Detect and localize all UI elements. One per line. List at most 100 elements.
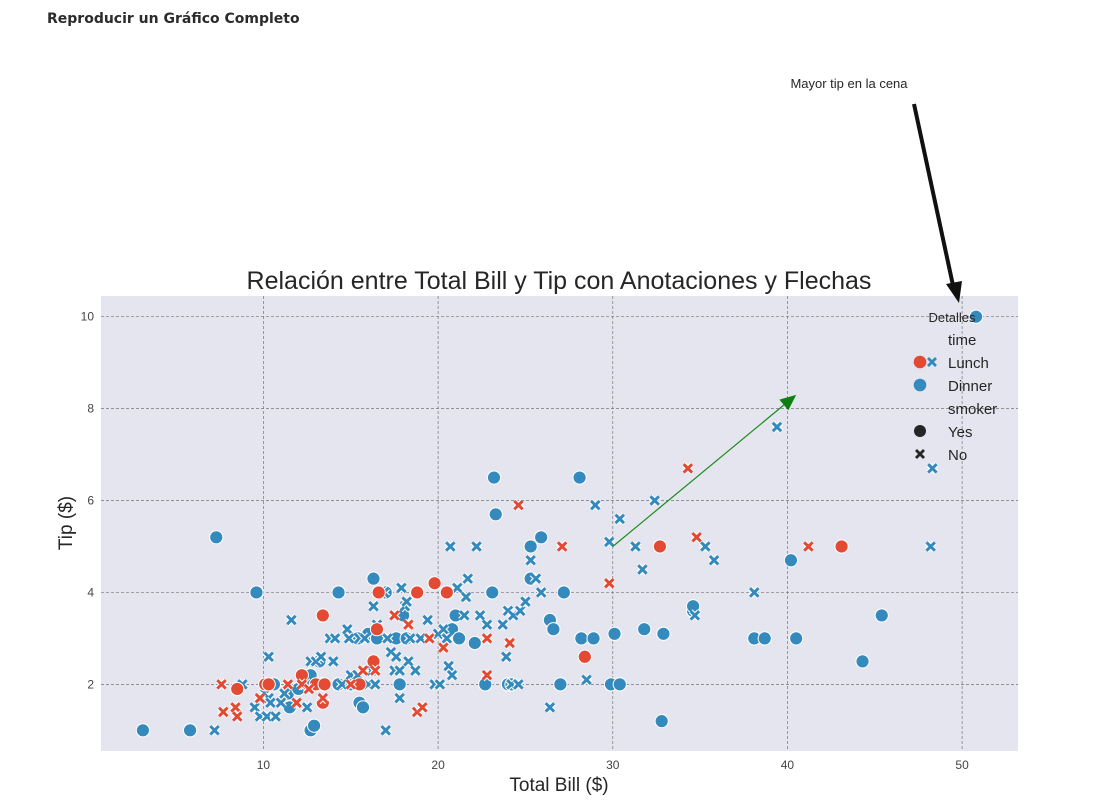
data-point-dinner-nonsmoker xyxy=(285,613,298,627)
marker-cross xyxy=(649,495,660,506)
marker-cross xyxy=(410,665,421,676)
data-point-dinner-smoker xyxy=(485,585,500,600)
marker-cross xyxy=(291,697,302,709)
data-point-dinner-nonsmoker xyxy=(336,678,349,691)
data-point-dinner-nonsmoker xyxy=(500,650,513,663)
data-point-dinner-nonsmoker xyxy=(926,462,939,475)
marker-cross xyxy=(691,532,702,543)
marker-cross xyxy=(279,688,290,699)
data-point-dinner-smoker xyxy=(574,631,589,646)
black-arrow-line xyxy=(912,103,956,291)
legend-dinner-label: Dinner xyxy=(948,378,992,395)
legend-dinner-dot xyxy=(913,378,927,392)
data-point-dinner-smoker xyxy=(331,585,346,600)
data-point-dinner-nonsmoker xyxy=(461,572,474,585)
data-point-dinner-nonsmoker xyxy=(409,664,422,677)
marker-cross xyxy=(389,610,400,621)
data-point-dinner-nonsmoker xyxy=(329,632,342,645)
data-point-lunch-smoker xyxy=(439,585,454,600)
data-point-dinner-nonsmoker xyxy=(442,659,455,673)
y-axis-label: Tip ($) xyxy=(56,496,77,550)
data-point-dinner-smoker xyxy=(612,677,627,692)
data-point-dinner-nonsmoker xyxy=(390,650,403,663)
legend-yes-dot xyxy=(914,425,926,437)
marker-cross xyxy=(315,651,327,663)
data-point-dinner-smoker xyxy=(607,626,622,641)
marker-cross xyxy=(380,725,391,736)
x-axis-ticks: 10 20 30 40 50 xyxy=(257,758,969,772)
marker-cross xyxy=(604,536,615,548)
data-point-lunch-nonsmoker xyxy=(290,696,303,709)
data-point-dinner-nonsmoker xyxy=(274,696,287,709)
legend-hue-title: time xyxy=(948,332,976,349)
x-tick-label: 30 xyxy=(606,758,620,772)
data-point-dinner-nonsmoker xyxy=(260,710,273,723)
marker-cross xyxy=(481,633,493,644)
marker-cross xyxy=(535,587,547,598)
legend-title: Detalles xyxy=(929,310,976,325)
data-point-dinner-nonsmoker xyxy=(496,618,509,631)
data-point-dinner-nonsmoker xyxy=(446,669,459,682)
marker-cross xyxy=(396,582,407,594)
data-point-dinner-nonsmoker xyxy=(688,609,701,622)
data-point-lunch-nonsmoker xyxy=(437,641,450,654)
data-point-dinner-smoker xyxy=(392,677,407,692)
data-point-lunch-nonsmoker xyxy=(281,678,294,691)
data-point-lunch-smoker xyxy=(230,681,245,697)
marker-cross xyxy=(249,702,260,713)
marker-cross xyxy=(403,656,414,667)
data-point-dinner-smoker xyxy=(355,700,371,715)
data-point-dinner-nonsmoker xyxy=(535,586,548,599)
marker-cross xyxy=(513,499,524,511)
data-point-dinner-nonsmoker xyxy=(358,632,371,645)
data-point-dinner-smoker xyxy=(534,530,549,545)
y-axis-ticks: 2 4 6 8 10 xyxy=(81,310,95,692)
data-point-dinner-smoker xyxy=(572,470,587,485)
x-tick-label: 20 xyxy=(431,758,445,772)
marker-cross xyxy=(803,541,814,552)
marker-cross xyxy=(462,573,474,584)
data-point-dinner-smoker xyxy=(637,622,652,637)
data-point-dinner-nonsmoker xyxy=(524,554,537,567)
data-point-dinner-nonsmoker xyxy=(301,701,314,714)
data-point-dinner-nonsmoker xyxy=(369,678,382,691)
marker-cross xyxy=(708,555,720,566)
data-point-dinner-nonsmoker xyxy=(262,650,275,663)
data-point-lunch-smoker xyxy=(352,677,367,692)
annotation-text: Mayor tip en la cena xyxy=(790,76,908,91)
marker-cross xyxy=(471,541,482,552)
data-point-dinner-nonsmoker xyxy=(543,701,556,714)
data-point-lunch-smoker xyxy=(369,622,385,637)
plot-area xyxy=(101,296,1018,751)
data-point-dinner-smoker xyxy=(789,631,804,646)
marker-cross xyxy=(317,692,329,704)
data-point-dinner-smoker xyxy=(874,608,889,623)
marker-cross xyxy=(925,541,936,552)
data-point-dinner-nonsmoker xyxy=(770,420,783,434)
green-arrow-head xyxy=(779,394,797,411)
marker-cross xyxy=(359,633,371,644)
marker-cross xyxy=(481,619,493,630)
data-point-dinner-nonsmoker xyxy=(341,623,354,636)
marker-cross xyxy=(382,633,393,644)
marker-cross xyxy=(497,619,508,630)
data-point-dinner-nonsmoker xyxy=(440,632,453,645)
data-point-dinner-nonsmoker xyxy=(629,540,642,553)
data-point-dinner-nonsmoker xyxy=(315,650,328,663)
data-point-lunch-smoker xyxy=(261,677,276,692)
data-point-dinner-nonsmoker xyxy=(480,618,494,631)
data-point-lunch-nonsmoker xyxy=(316,692,329,705)
marker-cross xyxy=(689,610,701,621)
green-arrow xyxy=(612,394,797,547)
marker-cross xyxy=(438,623,449,635)
data-point-dinner-nonsmoker xyxy=(278,687,291,700)
data-point-dinner-nonsmoker xyxy=(519,595,532,608)
marker-cross xyxy=(748,587,760,598)
x-axis-label: Total Bill ($) xyxy=(509,775,608,796)
data-point-lunch-nonsmoker xyxy=(344,678,357,691)
data-point-dinner-nonsmoker xyxy=(636,563,649,576)
data-point-dinner-smoker xyxy=(556,585,571,600)
data-point-dinner-nonsmoker xyxy=(433,678,446,691)
data-point-dinner-nonsmoker xyxy=(613,512,626,525)
marker-cross xyxy=(504,637,515,649)
